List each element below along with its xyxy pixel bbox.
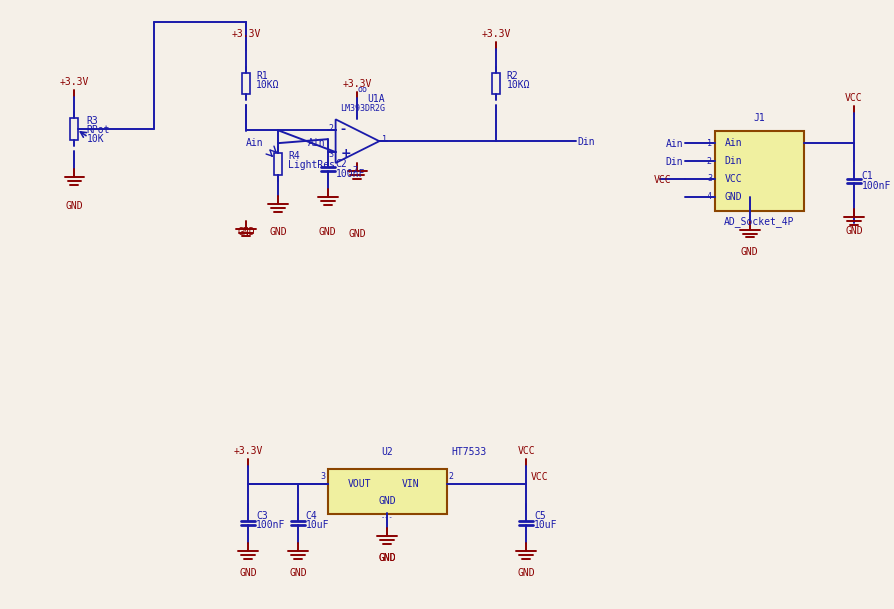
Text: GND: GND [724,192,742,202]
Text: 2: 2 [328,124,333,133]
Text: VCC: VCC [517,446,535,456]
Text: 1: 1 [382,135,387,144]
Text: VOUT: VOUT [347,479,371,488]
Text: GND: GND [517,568,535,578]
Text: C3: C3 [256,512,267,521]
Text: U2: U2 [381,447,392,457]
Text: 10KΩ: 10KΩ [506,80,529,90]
Text: C5: C5 [534,512,545,521]
Text: -: - [341,123,345,136]
Bar [327,469,446,513]
Text: 1: 1 [706,139,711,147]
Text: 3: 3 [328,150,333,158]
Text: 3: 3 [320,472,325,481]
Text: LM393DR2G: LM393DR2G [340,104,384,113]
Text: R2: R2 [506,71,518,80]
Text: GND: GND [237,227,255,236]
Text: +3.3V: +3.3V [481,29,510,39]
Text: 2: 2 [448,472,453,481]
Text: GND: GND [240,568,257,578]
Text: 100nF: 100nF [861,181,890,191]
Text: GND: GND [378,553,396,563]
Text: C2: C2 [335,159,347,169]
Text: GND: GND [289,568,307,578]
Text: GND: GND [318,227,336,236]
Text: VCC: VCC [724,174,742,184]
Text: Din: Din [578,137,595,147]
Text: +: + [341,147,350,160]
Text: LightRes: LightRes [288,160,334,170]
Text: Din: Din [665,157,682,167]
Text: VCC: VCC [844,93,862,104]
Text: 7: 7 [352,166,358,175]
Text: 4: 4 [706,192,711,201]
Text: 10KΩ: 10KΩ [256,80,279,90]
Text: R3: R3 [87,116,98,126]
Text: J1: J1 [753,113,764,123]
Text: GND: GND [844,225,862,236]
Text: R4: R4 [288,151,299,161]
Bar [242,72,250,94]
Text: C4: C4 [306,512,317,521]
Text: U1A: U1A [367,94,384,105]
Text: Din: Din [724,156,742,166]
Bar [274,153,282,175]
Text: 2: 2 [706,157,711,166]
Text: 10uF: 10uF [534,521,557,530]
Text: GND: GND [349,228,366,239]
Text: +3.3V: +3.3V [233,446,263,456]
Bar [71,118,79,140]
Text: AD_Socket_4P: AD_Socket_4P [723,216,794,227]
Text: oo: oo [357,85,367,94]
Text: HT7533: HT7533 [451,447,486,457]
Text: GND: GND [269,227,286,236]
Text: VCC: VCC [653,175,670,185]
Text: VIN: VIN [401,479,419,488]
Text: ---: --- [381,515,393,521]
Bar [492,72,500,94]
Text: +3.3V: +3.3V [342,79,372,88]
Text: 100nF: 100nF [256,521,285,530]
Text: +3.3V: +3.3V [60,77,89,86]
Text: 3: 3 [706,174,711,183]
Bar [714,131,804,211]
Text: Ain: Ain [245,138,263,148]
Text: GND: GND [378,496,396,505]
Text: R1: R1 [256,71,267,80]
Text: Ain: Ain [665,139,682,149]
Text: GND: GND [378,553,396,563]
Text: +3.3V: +3.3V [232,29,261,39]
Text: RPot: RPot [87,125,110,135]
Text: 100nF: 100nF [335,169,365,179]
Text: Ain: Ain [724,138,742,148]
Text: GND: GND [65,201,83,211]
Text: GND: GND [740,247,757,258]
Text: Ain: Ain [308,138,325,148]
Text: C1: C1 [861,171,873,181]
Text: 10K: 10K [87,134,104,144]
Text: VCC: VCC [531,472,548,482]
Text: 10uF: 10uF [306,521,329,530]
